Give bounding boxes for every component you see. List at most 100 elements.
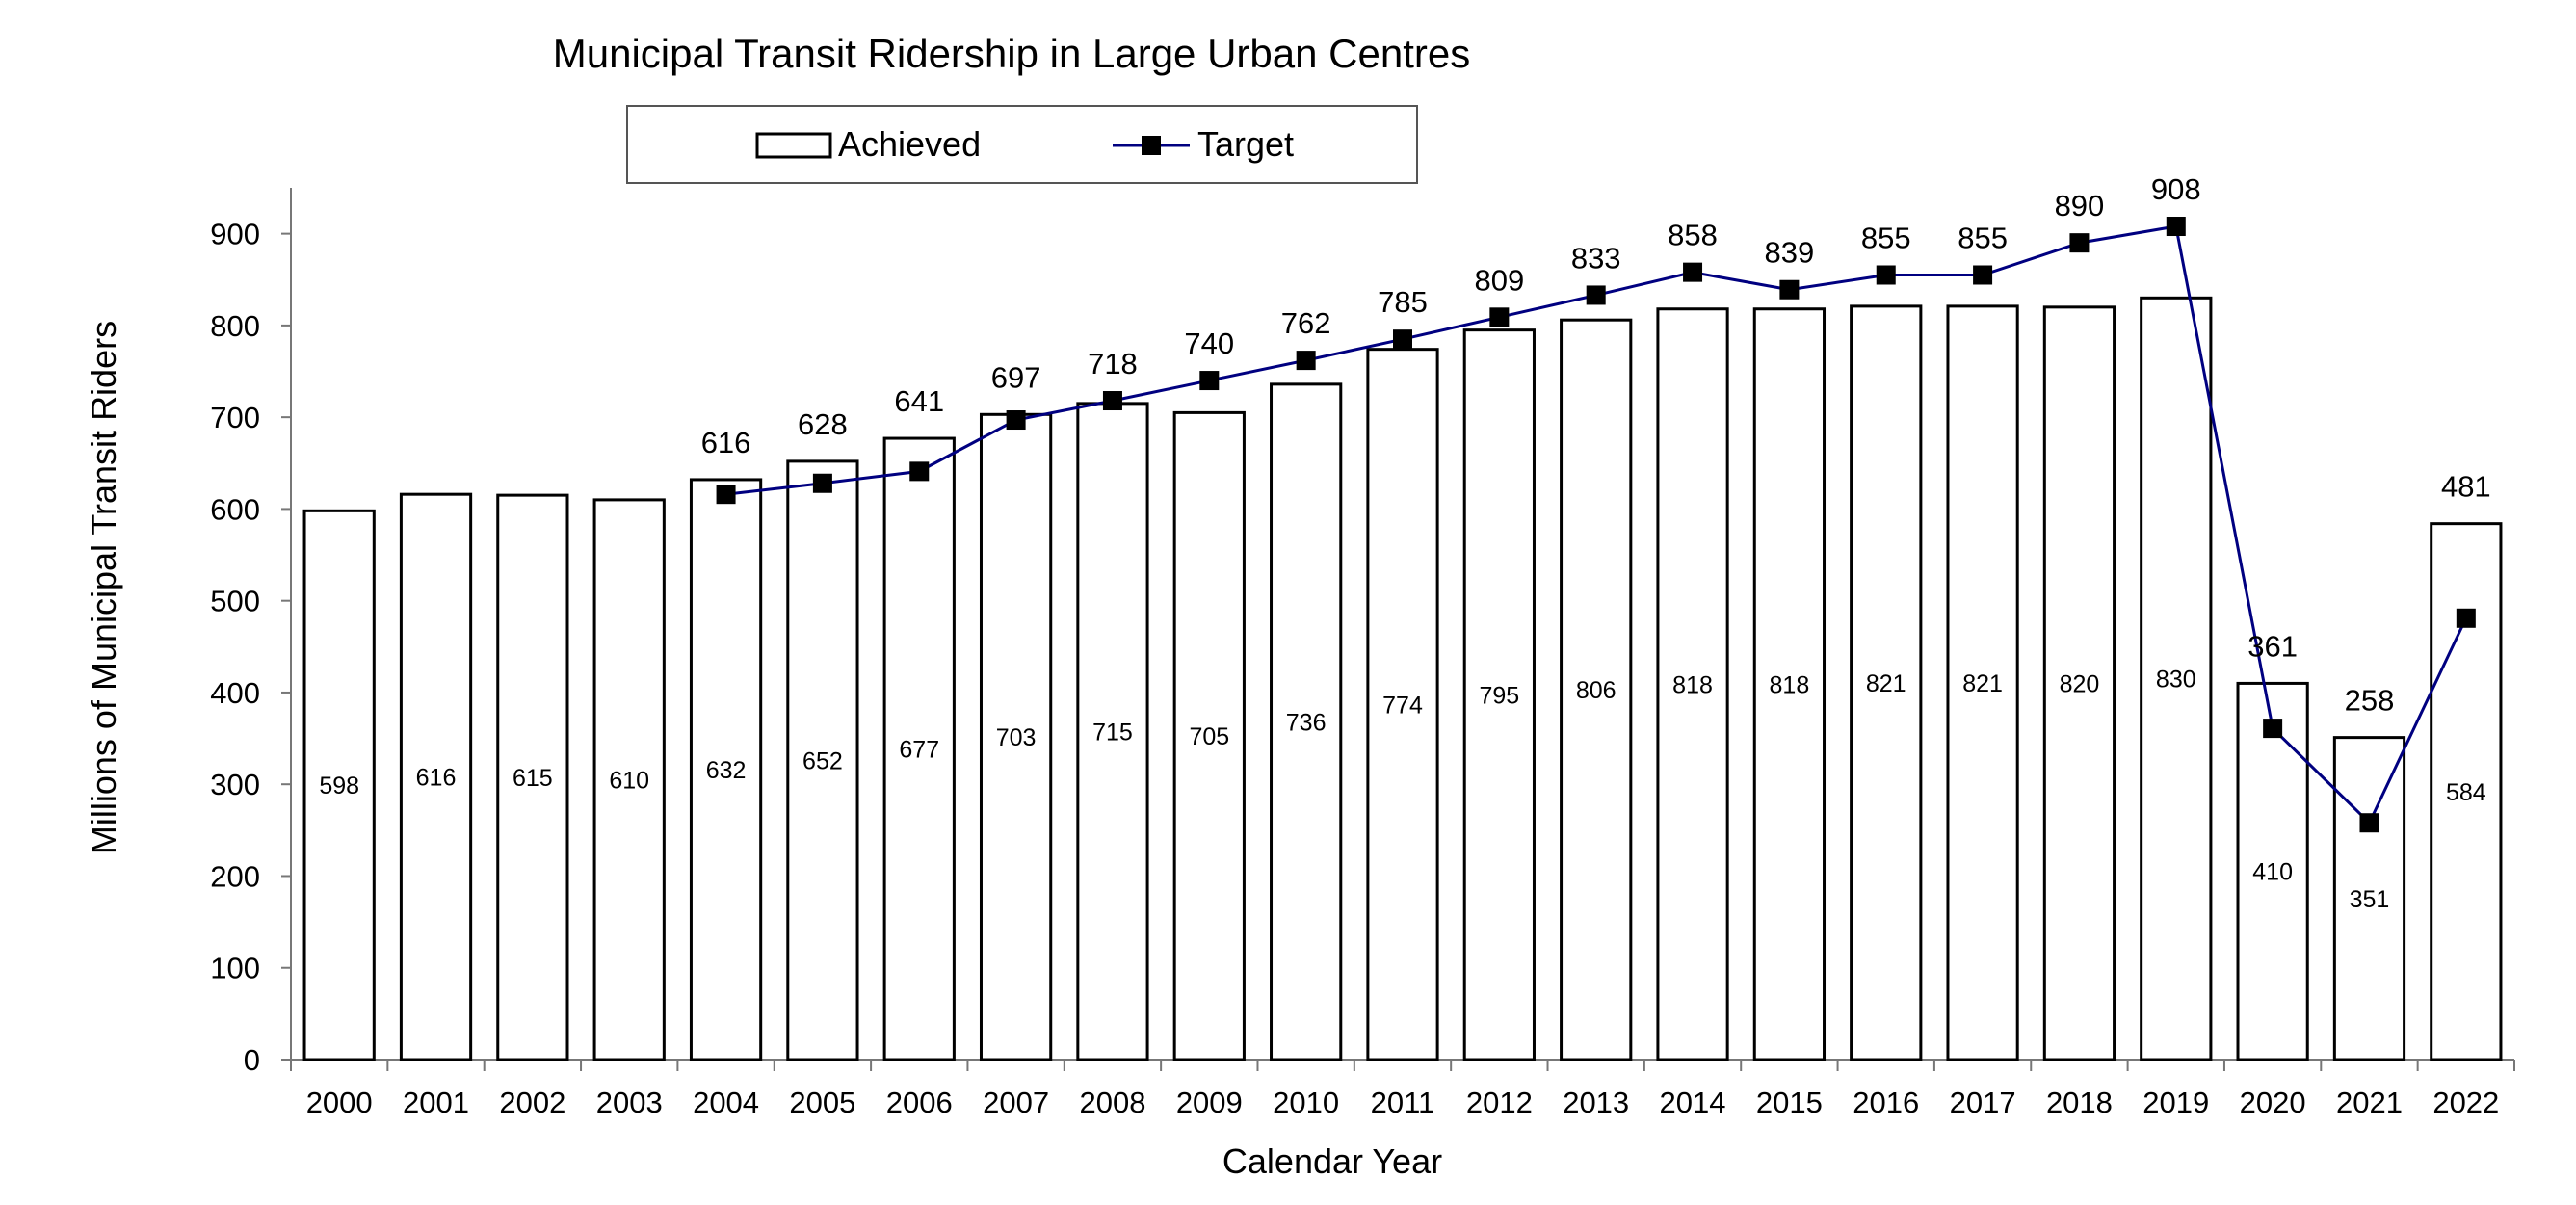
- y-tick-label: 800: [210, 309, 260, 343]
- x-tick-label: 2004: [693, 1086, 759, 1119]
- target-marker: [1006, 410, 1026, 431]
- legend-swatch-target-marker: [1142, 136, 1161, 155]
- y-tick-label: 700: [210, 401, 260, 434]
- target-marker: [2069, 233, 2090, 253]
- target-value-label: 697: [991, 360, 1041, 394]
- bar-achieved: [1946, 304, 2019, 1061]
- bar-value-label: 610: [609, 767, 649, 794]
- y-tick-label: 600: [210, 492, 260, 526]
- x-tick-label: 2000: [306, 1086, 373, 1119]
- y-tick-labels: 0 100 200 300 400 500 600 700 800 900: [210, 218, 260, 1077]
- bar-achieved: [1270, 382, 1343, 1061]
- target-marker: [1102, 391, 1122, 411]
- target-value-label: 740: [1184, 327, 1234, 360]
- chart-title: Municipal Transit Ridership in Large Urb…: [553, 31, 1470, 76]
- x-tick-label: 2003: [596, 1086, 663, 1119]
- y-tick-label: 400: [210, 676, 260, 710]
- bar-achieved: [2236, 681, 2309, 1061]
- x-tick-label: 2011: [1371, 1086, 1435, 1119]
- legend-swatch-achieved: [755, 132, 832, 159]
- bar-achieved: [302, 509, 376, 1061]
- bar-achieved: [592, 498, 666, 1061]
- bar-value-label: 584: [2446, 779, 2486, 806]
- target-value-label: 481: [2441, 470, 2491, 504]
- bar-achieved: [2042, 305, 2116, 1061]
- y-tick-label: 200: [210, 859, 260, 893]
- y-tick-label: 0: [244, 1043, 260, 1077]
- x-axis-title: Calendar Year: [1222, 1141, 1442, 1181]
- target-marker: [2166, 217, 2186, 237]
- bar-value-label: 821: [1962, 670, 2003, 697]
- bar-value-label: 652: [802, 747, 843, 774]
- bar-achieved: [1462, 328, 1536, 1061]
- y-tick-label: 900: [210, 218, 260, 251]
- bar-value-label: 795: [1479, 682, 1519, 709]
- bar-achieved: [786, 459, 859, 1061]
- bar-value-label: 410: [2252, 859, 2293, 886]
- x-tick-label: 2018: [2046, 1086, 2113, 1119]
- target-marker: [1199, 371, 1220, 391]
- bar-value-label: 715: [1092, 719, 1133, 746]
- bar-achieved: [2332, 736, 2406, 1061]
- bar-value-label: 615: [513, 765, 553, 792]
- x-tick-label: 2013: [1563, 1086, 1629, 1119]
- bar-value-label: 820: [2060, 670, 2100, 697]
- bar-value-label: 806: [1576, 677, 1617, 704]
- bar-achieved: [1076, 402, 1149, 1061]
- y-tick-label: 500: [210, 585, 260, 618]
- bar-achieved: [1560, 318, 1633, 1061]
- x-tick-label: 2012: [1466, 1086, 1533, 1119]
- x-tick-label: 2017: [1950, 1086, 2016, 1119]
- legend-box: [626, 105, 1418, 184]
- target-value-label: 616: [701, 426, 751, 459]
- x-axis: [290, 1059, 2515, 1071]
- target-value-label: 855: [1861, 222, 1911, 255]
- bar-value-label: 705: [1189, 723, 1229, 750]
- target-value-label: 628: [798, 407, 848, 441]
- y-axis-title: Millions of Municipal Transit Riders: [84, 321, 123, 854]
- target-marker: [2456, 608, 2476, 628]
- target-value-label: 258: [2345, 684, 2395, 718]
- y-tick-label: 300: [210, 768, 260, 801]
- target-marker: [909, 461, 930, 482]
- bar-achieved: [2140, 296, 2213, 1061]
- target-marker: [812, 473, 832, 493]
- target-marker: [716, 485, 736, 505]
- target-marker: [1296, 351, 1316, 371]
- legend: Achieved Target: [626, 105, 1418, 184]
- bar-value-label: 632: [706, 757, 747, 784]
- bar-labels: 598 616 615 610 632 652 677 703 715 705 736 774 795 8…: [319, 667, 2485, 913]
- target-value-label: 762: [1281, 306, 1331, 340]
- x-tick-label: 2022: [2432, 1086, 2499, 1119]
- bar-achieved: [399, 492, 473, 1061]
- target-value-label: 833: [1571, 241, 1621, 275]
- bar-achieved: [1656, 307, 1729, 1061]
- bar-value-label: 616: [416, 765, 457, 792]
- bar-achieved: [1752, 307, 1827, 1061]
- target-marker: [1779, 279, 1800, 300]
- x-tick-label: 2009: [1176, 1086, 1243, 1119]
- x-tick-label: 2010: [1273, 1086, 1339, 1119]
- bar-achieved: [1366, 348, 1439, 1061]
- bar-value-label: 818: [1672, 671, 1713, 698]
- bar-achieved: [689, 478, 763, 1061]
- bar-achieved: [882, 436, 956, 1061]
- target-value-label: 718: [1088, 347, 1138, 380]
- x-tick-labels: 2000 2001 2002 2003 2004 2005 2006 2007 2008 2009…: [306, 1086, 2500, 1119]
- bar-value-label: 736: [1286, 709, 1327, 736]
- bar-value-label: 774: [1382, 692, 1423, 719]
- bar-achieved: [1850, 304, 1923, 1061]
- x-tick-label: 2020: [2240, 1086, 2306, 1119]
- legend-label-target: Target: [1197, 124, 1294, 164]
- target-value-label: 858: [1668, 219, 1718, 252]
- target-marker: [1393, 329, 1412, 350]
- target-marker: [1876, 265, 1896, 285]
- target-value-label: 785: [1378, 285, 1428, 319]
- target-marker: [1586, 285, 1606, 305]
- bar-value-label: 351: [2350, 886, 2390, 913]
- target-value-label: 809: [1474, 263, 1524, 297]
- target-value-label: 890: [2055, 189, 2105, 223]
- y-tick-label: 100: [210, 952, 260, 985]
- x-tick-label: 2016: [1853, 1086, 1919, 1119]
- x-tick-label: 2005: [789, 1086, 855, 1119]
